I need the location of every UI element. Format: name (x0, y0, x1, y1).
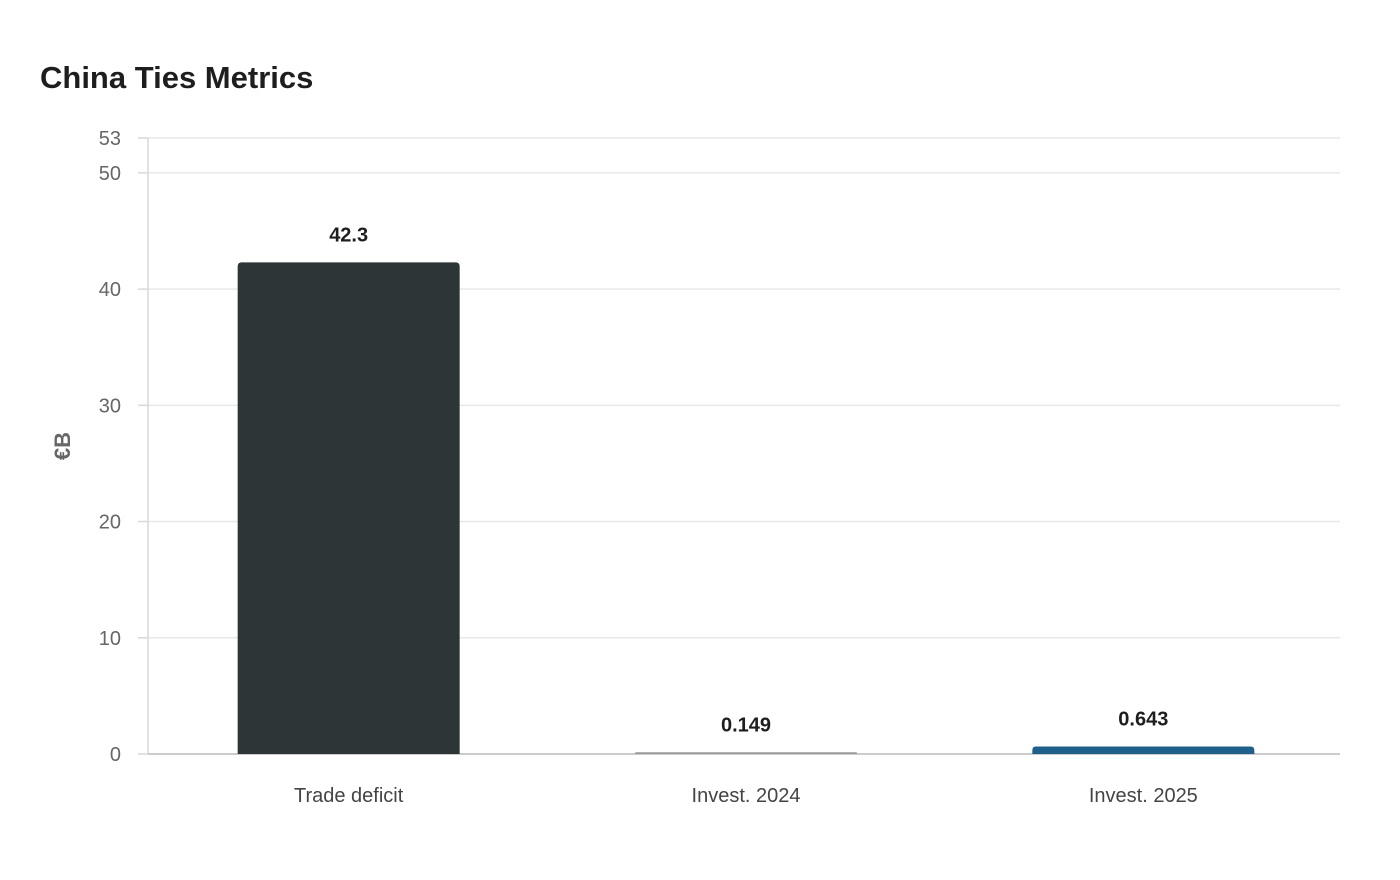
data-label: 0.643 (1118, 709, 1168, 731)
y-tick-label: 50 (99, 163, 121, 185)
category-label: Invest. 2025 (1089, 785, 1198, 807)
category-labels: Trade deficit Invest. 2024 Invest. 2025 (294, 785, 1198, 807)
bar-invest-2025 (1032, 746, 1255, 754)
y-tick-label: 0 (110, 744, 121, 766)
bars (237, 262, 1255, 754)
y-tick-label: 30 (99, 395, 121, 417)
data-labels: 42.3 0.149 0.643 (329, 224, 1168, 736)
category-label: Invest. 2024 (692, 785, 801, 807)
data-label: 42.3 (329, 224, 368, 246)
y-axis-ticks: 0 10 20 30 40 50 53 (99, 128, 148, 766)
bar-trade-deficit (237, 262, 460, 754)
y-tick-label: 10 (99, 628, 121, 650)
y-tick-label: 53 (99, 128, 121, 150)
data-label: 0.149 (721, 714, 771, 736)
bar-invest-2024 (635, 752, 857, 754)
category-label: Trade deficit (294, 785, 404, 807)
y-tick-label: 20 (99, 512, 121, 534)
y-axis-title: €B (50, 432, 75, 460)
y-tick-label: 40 (99, 279, 121, 301)
chart-title: China Ties Metrics (40, 60, 314, 95)
